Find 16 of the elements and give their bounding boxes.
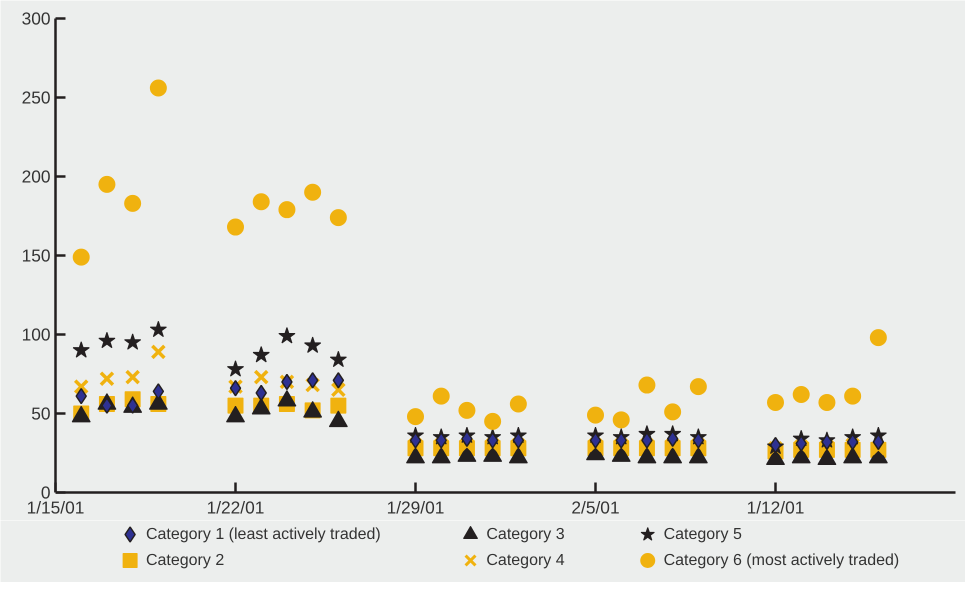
x-tick-label: 1/29/01 <box>386 498 444 518</box>
legend-label: Category 4 <box>486 552 565 569</box>
legend-label: Category 2 <box>146 552 224 569</box>
y-tick-label: 50 <box>31 404 51 424</box>
legend-label: Category 5 <box>664 526 742 543</box>
y-tick-label: 300 <box>22 8 51 28</box>
legend-label: Category 6 (most actively traded) <box>664 552 900 569</box>
y-tick-label: 100 <box>22 324 51 344</box>
y-tick-label: 150 <box>22 246 51 266</box>
legend-label: Category 3 <box>486 526 565 543</box>
y-tick-label: 200 <box>22 166 51 186</box>
legend-label: Category 1 (least actively traded) <box>146 526 381 543</box>
x-tick-label: 1/12/01 <box>746 498 804 518</box>
x-tick-label: 1/22/01 <box>206 498 264 518</box>
y-tick-label: 250 <box>22 88 51 108</box>
x-tick-label: 2/5/01 <box>571 498 620 518</box>
